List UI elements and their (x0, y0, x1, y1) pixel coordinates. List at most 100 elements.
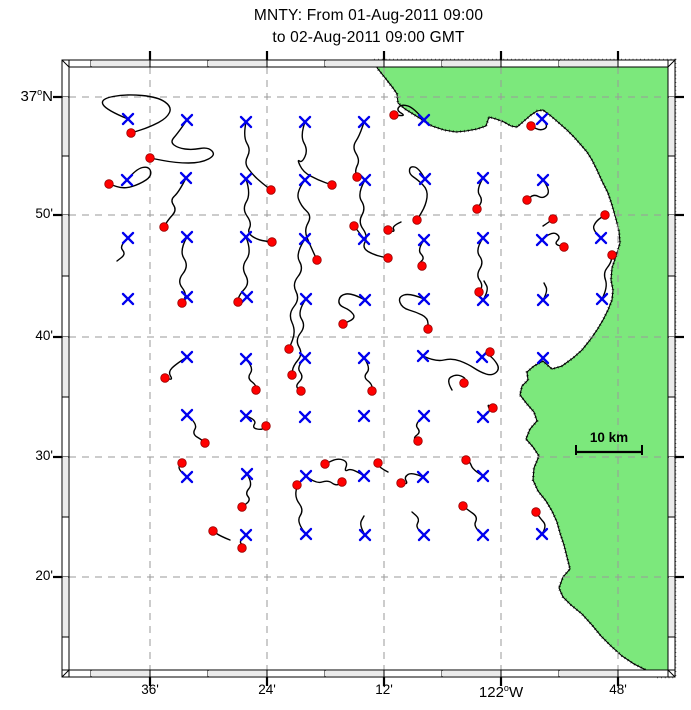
trajectory-path (462, 505, 484, 536)
trajectory-path (526, 179, 550, 201)
grid-x-marker (535, 527, 549, 541)
grid-x-marker (299, 527, 313, 541)
drifter-end-dot (485, 347, 495, 357)
grid-x-marker (416, 470, 430, 484)
drifter-end-dot (200, 438, 210, 448)
frame-band-segment (669, 577, 674, 637)
frame-band-segment (442, 671, 501, 676)
frame-band-segment (91, 61, 150, 66)
trajectory-path (398, 293, 429, 330)
drifter-end-dot (458, 501, 468, 511)
drifter-end-dot (160, 373, 170, 383)
grid-x-marker (417, 409, 431, 423)
grid-x-marker (594, 231, 608, 245)
frame-band-segment (63, 457, 68, 517)
grid-x-marker (357, 469, 371, 483)
x-axis-tick-label: 122oW (478, 683, 524, 702)
grid-x-marker (476, 171, 490, 185)
grid-x-marker (239, 172, 253, 186)
drifter-end-dot (267, 237, 277, 247)
drifter-end-dot (320, 459, 330, 469)
trajectory-path (476, 177, 484, 210)
grid-x-marker (417, 233, 431, 247)
grid-x-marker (120, 173, 134, 187)
grid-x-marker (358, 528, 372, 542)
drifter-end-dot (338, 319, 348, 329)
trajectory-path (296, 357, 306, 392)
frame-band-segment (91, 671, 150, 676)
drifter-end-dot (327, 180, 337, 190)
drifter-end-dot (373, 458, 383, 468)
grid-x-marker (239, 352, 253, 366)
drifter-end-dot (383, 225, 393, 235)
grid-x-marker (298, 115, 312, 129)
grid-x-marker (239, 115, 253, 129)
frame-band-segment (325, 61, 384, 66)
land-polygon (372, 60, 675, 677)
trajectory-path (387, 221, 402, 232)
y-axis-tick-label: 50' (35, 206, 53, 221)
drifter-end-dot (284, 344, 294, 354)
frame-band-segment (325, 671, 384, 676)
frame-band-segment (63, 577, 68, 637)
grid-x-marker (416, 349, 430, 363)
grid-x-marker (180, 470, 194, 484)
trajectory-path (393, 104, 425, 121)
grid-x-marker (536, 173, 550, 187)
grid-x-marker (298, 173, 312, 187)
grid-x-marker (417, 292, 431, 306)
y-axis-tick-label: 40' (35, 328, 53, 343)
grid-x-marker (239, 230, 253, 244)
frame-band-segment (669, 457, 674, 517)
drifter-end-dot (600, 210, 610, 220)
grid-x-marker (121, 112, 135, 126)
drifter-end-dot (266, 185, 276, 195)
drifter-end-dot (312, 255, 322, 265)
trajectory-path (108, 166, 152, 189)
grid-x-marker (240, 290, 254, 304)
grid-x-marker (180, 350, 194, 364)
drifter-end-dot (177, 298, 187, 308)
drifter-end-dot (522, 195, 532, 205)
trajectory-path (297, 121, 333, 186)
frame-band-segment (669, 337, 674, 397)
drifter-end-dot (145, 153, 155, 163)
trajectory-path (601, 254, 613, 300)
drifter-end-dot (367, 386, 377, 396)
grid-x-marker (476, 231, 490, 245)
trajectory-path (163, 177, 187, 228)
grid-x-marker (357, 351, 371, 365)
grid-x-marker (180, 230, 194, 244)
trajectory-path (291, 298, 307, 376)
grid-x-marker (239, 528, 253, 542)
trajectory-path (295, 484, 307, 535)
trajectory-path (101, 94, 171, 134)
coastline (370, 59, 676, 678)
trajectory-path (245, 415, 267, 431)
drifter-end-dot (349, 221, 359, 231)
grid-x-marker (417, 113, 431, 127)
y-axis-tick-label: 37oN (20, 87, 53, 106)
drifter-end-dot (461, 455, 471, 465)
grid-x-marker (180, 408, 194, 422)
frame-band-segment (559, 671, 618, 676)
drifter-end-dot (177, 458, 187, 468)
trajectory-path (244, 121, 272, 191)
grid-x-marker (298, 351, 312, 365)
frame-band-segment (63, 215, 68, 276)
grid-x-marker (240, 467, 254, 481)
frame-corner (61, 59, 70, 68)
frame-band-segment (63, 337, 68, 397)
grid-x-marker (475, 350, 489, 364)
drifter-end-dot (474, 287, 484, 297)
drifter-end-dot (488, 403, 498, 413)
grid-x-marker (595, 292, 609, 306)
trajectory-path (179, 236, 188, 304)
drifter-end-dot (413, 436, 423, 446)
drifter-end-dot (233, 297, 243, 307)
frame-band-segment (669, 97, 674, 156)
frame-band-segment (63, 97, 68, 156)
grid-x-marker (121, 292, 135, 306)
grid-x-marker (476, 528, 490, 542)
frame-band-segment (208, 61, 267, 66)
